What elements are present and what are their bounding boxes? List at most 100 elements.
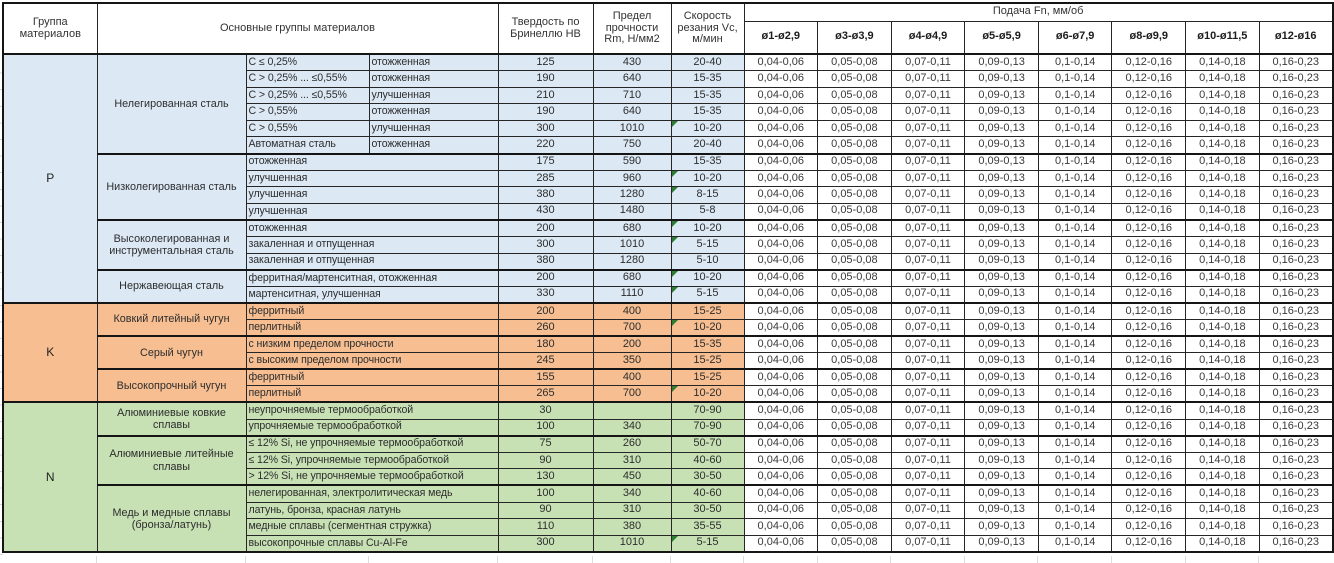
feed-value-cell: 0,14-0,18 bbox=[1185, 401, 1260, 420]
feed-value-cell: 0,07-0,11 bbox=[890, 186, 966, 204]
feed-value-cell: 0,12-0,16 bbox=[1111, 352, 1187, 370]
feed-value-cell: 0,16-0,23 bbox=[1258, 534, 1334, 553]
strength-cell: 310 bbox=[592, 451, 672, 470]
material-desc-cell: неупрочняемые термообработкой bbox=[245, 401, 499, 420]
strength-cell: 400 bbox=[592, 368, 672, 387]
material-desc-cell: упрочняемые термообработкой bbox=[245, 418, 499, 437]
feed-value-cell: 0,05-0,08 bbox=[817, 86, 892, 105]
cutting-speed-cell: 40-60 bbox=[670, 451, 745, 470]
sheet-gridline bbox=[1185, 556, 1186, 563]
feed-value-cell: 0,05-0,08 bbox=[817, 484, 892, 503]
feed-value-cell: 0,16-0,23 bbox=[1258, 468, 1334, 486]
cutting-speed-cell: 5-15 bbox=[670, 236, 745, 254]
hardness-cell: 100 bbox=[497, 484, 594, 503]
cutting-speed-cell: 10-20 bbox=[670, 169, 745, 188]
table-row: Низколегированная сталь отожженная 175 590 1… bbox=[3, 152, 1334, 221]
table-row: Медь и медные сплавы (бронза/латунь) неле… bbox=[3, 484, 1334, 553]
hardness-cell: 430 bbox=[497, 202, 594, 221]
feed-value-cell: 0,12-0,16 bbox=[1111, 484, 1187, 503]
cutting-data-table: Группа материалов Основные группы матери… bbox=[2, 2, 1334, 553]
material-desc-cell: ≤ 12% Si, упрочняемые термообработкой bbox=[245, 451, 499, 470]
sheet-gridline bbox=[1037, 556, 1038, 563]
feed-value-cell: 0,1-0,14 bbox=[1037, 434, 1113, 453]
cutting-speed-cell: 15-35 bbox=[670, 86, 745, 105]
feed-value-cell: 0,1-0,14 bbox=[1037, 53, 1113, 72]
cutting-speed-cell: 70-90 bbox=[670, 418, 745, 437]
table-row: высокопрочные сплавы Cu-Al-Fe 300 1010 5-15… bbox=[3, 534, 1334, 553]
sheet-gridline bbox=[890, 556, 891, 563]
feed-value-cell: 0,12-0,16 bbox=[1111, 301, 1187, 320]
feed-value-cell: 0,1-0,14 bbox=[1037, 268, 1113, 287]
feed-value-cell: 0,16-0,23 bbox=[1258, 86, 1334, 105]
sheet-gridline bbox=[670, 556, 671, 563]
material-desc-cell: отожженная bbox=[245, 218, 499, 238]
cutting-speed-cell: 15-35 bbox=[670, 103, 745, 121]
group-code-cell: K bbox=[2, 301, 98, 403]
feed-value-cell: 0,05-0,08 bbox=[817, 252, 892, 271]
feed-value-cell: 0,12-0,16 bbox=[1111, 385, 1187, 403]
feed-value-cell: 0,12-0,16 bbox=[1111, 534, 1187, 553]
material-family-cell: Серый чугун bbox=[96, 335, 247, 370]
feed-value-cell: 0,07-0,11 bbox=[890, 501, 966, 520]
feed-value-cell: 0,1-0,14 bbox=[1037, 501, 1113, 520]
feed-value-cell: 0,16-0,23 bbox=[1258, 268, 1334, 287]
feed-value-cell: 0,04-0,06 bbox=[743, 534, 819, 553]
feed-value-cell: 0,09-0,13 bbox=[964, 352, 1039, 370]
hardness-cell: 200 bbox=[497, 218, 594, 238]
feed-value-cell: 0,04-0,06 bbox=[743, 285, 819, 304]
feed-value-cell: 0,12-0,16 bbox=[1111, 152, 1187, 171]
feed-value-cell: 0,1-0,14 bbox=[1037, 136, 1113, 155]
hardness-cell: 300 bbox=[497, 119, 594, 138]
feed-value-cell: 0,09-0,13 bbox=[964, 418, 1039, 437]
header-feed-title: Подача Fn, мм/об bbox=[743, 2, 1334, 22]
material-desc-cell: перлитный bbox=[245, 385, 499, 403]
feed-value-cell: 0,09-0,13 bbox=[964, 152, 1039, 171]
feed-value-cell: 0,12-0,16 bbox=[1111, 119, 1187, 138]
strength-cell: 340 bbox=[592, 418, 672, 437]
material-desc-cell: с низким пределом прочности bbox=[245, 335, 499, 354]
feed-value-cell: 0,05-0,08 bbox=[817, 70, 892, 88]
strength-cell: 590 bbox=[592, 152, 672, 171]
strength-cell: 1010 bbox=[592, 534, 672, 553]
cutting-speed-cell: 8-15 bbox=[670, 186, 745, 204]
feed-value-cell: 0,14-0,18 bbox=[1185, 468, 1260, 486]
comment-flag-icon bbox=[672, 187, 678, 194]
feed-value-cell: 0,16-0,23 bbox=[1258, 484, 1334, 503]
feed-value-cell: 0,14-0,18 bbox=[1185, 53, 1260, 72]
feed-value-cell: 0,12-0,16 bbox=[1111, 401, 1187, 420]
header-diameter-range: ø1-ø2,9 bbox=[743, 20, 819, 55]
feed-value-cell: 0,04-0,06 bbox=[743, 301, 819, 320]
feed-value-cell: 0,16-0,23 bbox=[1258, 186, 1334, 204]
feed-value-cell: 0,16-0,23 bbox=[1258, 202, 1334, 221]
feed-value-cell: 0,09-0,13 bbox=[964, 53, 1039, 72]
feed-value-cell: 0,04-0,06 bbox=[743, 368, 819, 387]
feed-value-cell: 0,04-0,06 bbox=[743, 86, 819, 105]
feed-value-cell: 0,05-0,08 bbox=[817, 451, 892, 470]
feed-value-cell: 0,16-0,23 bbox=[1258, 418, 1334, 437]
feed-value-cell: 0,12-0,16 bbox=[1111, 70, 1187, 88]
feed-value-cell: 0,09-0,13 bbox=[964, 103, 1039, 121]
feed-value-cell: 0,05-0,08 bbox=[817, 385, 892, 403]
feed-value-cell: 0,04-0,06 bbox=[743, 484, 819, 503]
material-desc-cell: C > 0,55% bbox=[245, 119, 370, 138]
feed-value-cell: 0,16-0,23 bbox=[1258, 103, 1334, 121]
feed-value-cell: 0,05-0,08 bbox=[817, 218, 892, 238]
material-desc-cell: мартенситная, улучшенная bbox=[245, 285, 499, 304]
feed-value-cell: 0,14-0,18 bbox=[1185, 418, 1260, 437]
group-code-cell: P bbox=[2, 53, 98, 304]
hardness-cell: 380 bbox=[497, 252, 594, 271]
feed-value-cell: 0,07-0,11 bbox=[890, 236, 966, 254]
strength-cell: 680 bbox=[592, 268, 672, 287]
cutting-speed-cell: 5-15 bbox=[670, 534, 745, 553]
feed-value-cell: 0,07-0,11 bbox=[890, 53, 966, 72]
feed-value-cell: 0,14-0,18 bbox=[1185, 186, 1260, 204]
feed-value-cell: 0,1-0,14 bbox=[1037, 202, 1113, 221]
cutting-speed-cell: 10-20 bbox=[670, 385, 745, 403]
feed-value-cell: 0,1-0,14 bbox=[1037, 86, 1113, 105]
material-desc-cell: ≤ 12% Si, не упрочняемые термообработкой bbox=[245, 434, 499, 453]
material-desc-cell: с высоким пределом прочности bbox=[245, 352, 499, 370]
material-desc-cell: C > 0,25% ... ≤0,55% bbox=[245, 70, 370, 88]
feed-value-cell: 0,12-0,16 bbox=[1111, 285, 1187, 304]
feed-value-cell: 0,1-0,14 bbox=[1037, 301, 1113, 320]
material-desc-cell: закаленная и отпущенная bbox=[245, 252, 499, 271]
